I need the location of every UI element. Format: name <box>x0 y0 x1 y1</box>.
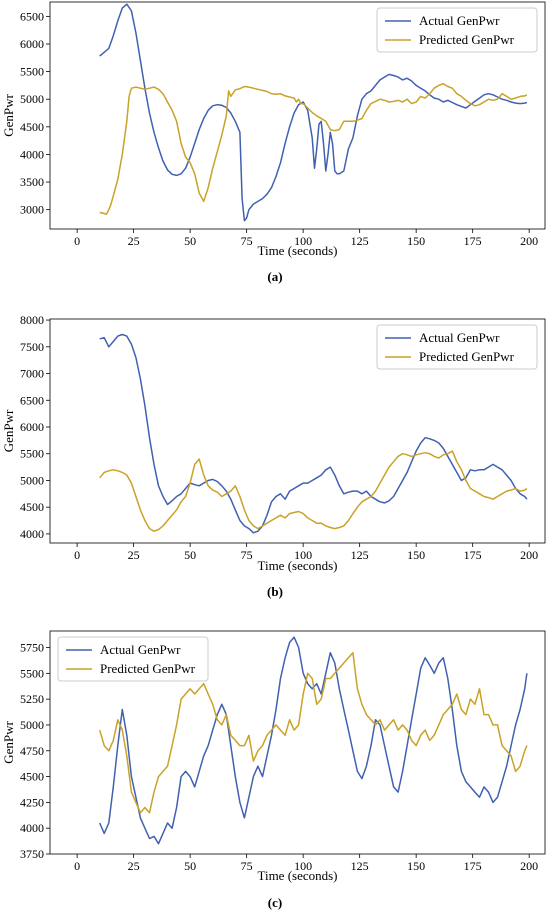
y-tick-label: 6500 <box>20 9 44 23</box>
x-tick-label: 125 <box>351 548 369 562</box>
x-tick-label: 0 <box>74 859 80 873</box>
legend-box <box>376 324 538 370</box>
legend: Actual GenPwr Predicted GenPwr <box>376 324 538 370</box>
series-line-actual <box>99 636 528 845</box>
chart-panel-a: 0 25 50 75 100 125 150 175 200 3000 3500 4000 4500 50… <box>1 1 546 284</box>
y-tick-label: 5000 <box>20 718 44 732</box>
x-tick-label: 100 <box>294 234 312 248</box>
x-tick-label: 25 <box>128 859 140 873</box>
legend-box <box>376 7 538 53</box>
legend: Actual GenPwr Predicted GenPwr <box>376 7 538 53</box>
x-axis-label: Time (seconds) <box>257 558 337 573</box>
legend-label-actual: Actual GenPwr <box>100 642 181 657</box>
x-tick-label: 0 <box>74 548 80 562</box>
y-tick-label: 4750 <box>20 744 44 758</box>
y-tick-label: 4500 <box>20 500 44 514</box>
legend-box <box>57 636 209 682</box>
x-tick-label: 75 <box>241 859 253 873</box>
y-tick-label: 4250 <box>20 795 44 809</box>
x-tick-label: 150 <box>407 234 425 248</box>
x-axis-label: Time (seconds) <box>257 868 337 883</box>
y-tick-label: 3750 <box>20 847 44 861</box>
y-tick-label: 6500 <box>20 393 44 407</box>
series-line-actual <box>99 333 528 534</box>
y-tick-label: 6000 <box>20 420 44 434</box>
chart-panel-b: 0 25 50 75 100 125 150 175 200 4000 4500 5000 5500 60… <box>1 313 546 599</box>
x-tick-label: 100 <box>294 548 312 562</box>
x-tick-label: 50 <box>184 234 196 248</box>
series-line-predicted <box>98 651 528 814</box>
series-line-predicted <box>99 450 528 532</box>
x-tick-label: 75 <box>241 548 253 562</box>
x-tick-label: 150 <box>407 859 425 873</box>
x-axis-label: Time (seconds) <box>257 243 337 258</box>
x-tick-label: 75 <box>241 234 253 248</box>
legend-label-predicted: Predicted GenPwr <box>419 32 515 47</box>
legend-label-actual: Actual GenPwr <box>419 13 500 28</box>
x-tick-label: 200 <box>520 234 538 248</box>
y-tick-label: 5500 <box>20 65 44 79</box>
y-tick-label: 8000 <box>20 313 44 327</box>
y-tick-label: 7500 <box>20 340 44 354</box>
y-axis-label: GenPwr <box>1 721 16 764</box>
x-tick-label: 25 <box>128 234 140 248</box>
x-tick-label: 200 <box>520 859 538 873</box>
plot-frame <box>49 1 546 230</box>
y-tick-label: 5250 <box>20 692 44 706</box>
y-tick-label: 5000 <box>20 92 44 106</box>
chart-caption: (b) <box>267 584 283 599</box>
x-tick-label: 125 <box>351 859 369 873</box>
legend: Actual GenPwr Predicted GenPwr <box>57 636 209 682</box>
x-tick-label: 50 <box>184 548 196 562</box>
x-tick-label: 200 <box>520 548 538 562</box>
x-tick-label: 25 <box>128 548 140 562</box>
x-tick-label: 100 <box>294 859 312 873</box>
y-tick-label: 4000 <box>20 821 44 835</box>
y-tick-label: 7000 <box>20 367 44 381</box>
chart-caption: (a) <box>267 269 282 284</box>
plot-frame <box>49 318 546 544</box>
legend-label-predicted: Predicted GenPwr <box>100 661 196 676</box>
y-tick-label: 5750 <box>20 641 44 655</box>
x-tick-label: 50 <box>184 859 196 873</box>
chart-panel-c: 0 25 50 75 100 125 150 175 200 3750 4000 4250 4500 47… <box>1 630 546 910</box>
series-line-predicted <box>99 82 528 215</box>
chart-caption: (c) <box>268 895 282 910</box>
plot-frame <box>49 630 546 855</box>
x-tick-label: 150 <box>407 548 425 562</box>
x-tick-label: 175 <box>464 859 482 873</box>
y-tick-label: 5500 <box>20 447 44 461</box>
y-tick-label: 4500 <box>20 120 44 134</box>
x-tick-label: 175 <box>464 234 482 248</box>
y-tick-label: 6000 <box>20 37 44 51</box>
y-tick-label: 3500 <box>20 175 44 189</box>
legend-label-predicted: Predicted GenPwr <box>419 349 515 364</box>
legend-label-actual: Actual GenPwr <box>419 330 500 345</box>
y-tick-label: 3000 <box>20 203 44 217</box>
y-tick-label: 5000 <box>20 473 44 487</box>
y-tick-label: 4000 <box>20 527 44 541</box>
x-tick-label: 175 <box>464 548 482 562</box>
y-axis-label: GenPwr <box>1 409 16 452</box>
y-axis-label: GenPwr <box>1 94 16 137</box>
series-line-actual <box>99 3 528 222</box>
y-tick-label: 5500 <box>20 666 44 680</box>
y-tick-label: 4500 <box>20 770 44 784</box>
x-tick-label: 0 <box>74 234 80 248</box>
x-tick-label: 125 <box>351 234 369 248</box>
y-tick-label: 4000 <box>20 147 44 161</box>
